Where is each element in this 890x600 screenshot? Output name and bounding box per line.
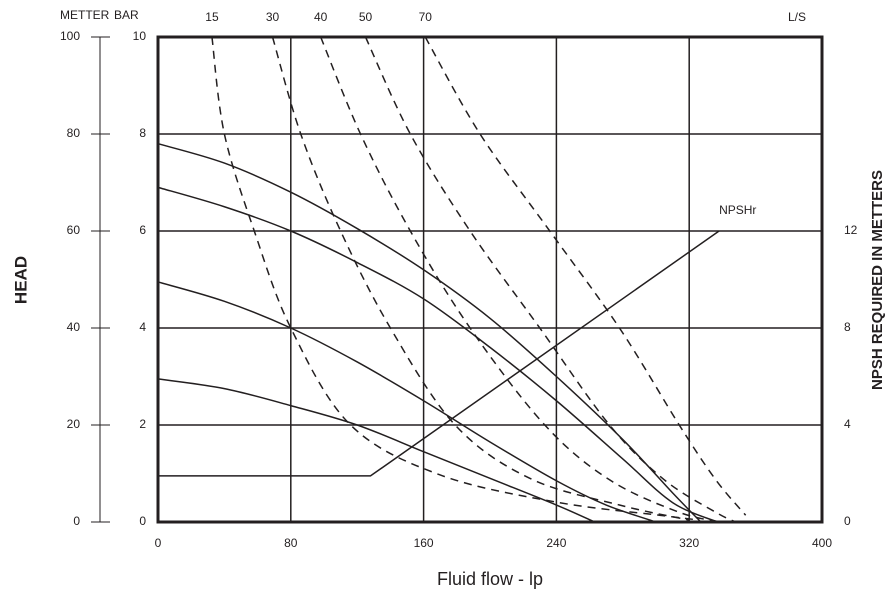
- y-tick-label: 8: [139, 126, 146, 140]
- y2-tick-label: 8: [844, 320, 851, 334]
- curve: [157, 378, 595, 523]
- y2-axis-title: NPSH REQUIRED IN METTERS: [869, 170, 886, 390]
- curve: [157, 281, 657, 523]
- curve-label: 70: [419, 10, 433, 24]
- y3-tick-label: 40: [67, 320, 81, 334]
- x-tick-label: 400: [812, 536, 832, 550]
- y2-tick-label: 0: [844, 514, 851, 528]
- y3-tick-label: 60: [67, 223, 81, 237]
- y-tick-label: 10: [133, 29, 147, 43]
- plot-frame: [156, 35, 824, 524]
- y3-tick-label: 20: [67, 417, 81, 431]
- dashed-curve: [364, 36, 737, 523]
- top-axis-unit: L/S: [788, 10, 806, 24]
- x-tick-label: 80: [284, 536, 298, 550]
- x-tick-label: 240: [546, 536, 566, 550]
- y3-axis-title: METTER: [60, 8, 110, 22]
- y2-tick-label: 4: [844, 417, 851, 431]
- curve: [157, 142, 702, 523]
- curve: [158, 230, 720, 477]
- curve-label: 15: [205, 10, 219, 24]
- y-axis-title: HEAD: [11, 256, 30, 304]
- y-unit-title: BAR: [114, 8, 139, 22]
- y-tick-label: 4: [139, 320, 146, 334]
- y-tick-label: 6: [139, 223, 146, 237]
- curve-label: 30: [266, 10, 280, 24]
- y2-tick-label: 12: [844, 223, 858, 237]
- curve-label: 50: [359, 10, 373, 24]
- curve-label: NPSHr: [719, 203, 756, 217]
- curve: [157, 186, 718, 523]
- dashed-curve: [424, 36, 747, 516]
- y-tick-label: 0: [139, 514, 146, 528]
- x-tick-label: 320: [679, 536, 699, 550]
- dashed-curve: [271, 36, 690, 521]
- y3-tick-label: 80: [67, 126, 81, 140]
- dashed-curve: [211, 36, 700, 521]
- y3-tick-label: 0: [73, 514, 80, 528]
- y3-tick-label: 100: [60, 29, 80, 43]
- y-tick-label: 2: [139, 417, 146, 431]
- x-axis-title: Fluid flow - lp: [437, 569, 543, 589]
- curve-label: 40: [314, 10, 328, 24]
- x-tick-label: 160: [414, 536, 434, 550]
- dashed-curve: [319, 36, 721, 523]
- x-tick-label: 0: [155, 536, 162, 550]
